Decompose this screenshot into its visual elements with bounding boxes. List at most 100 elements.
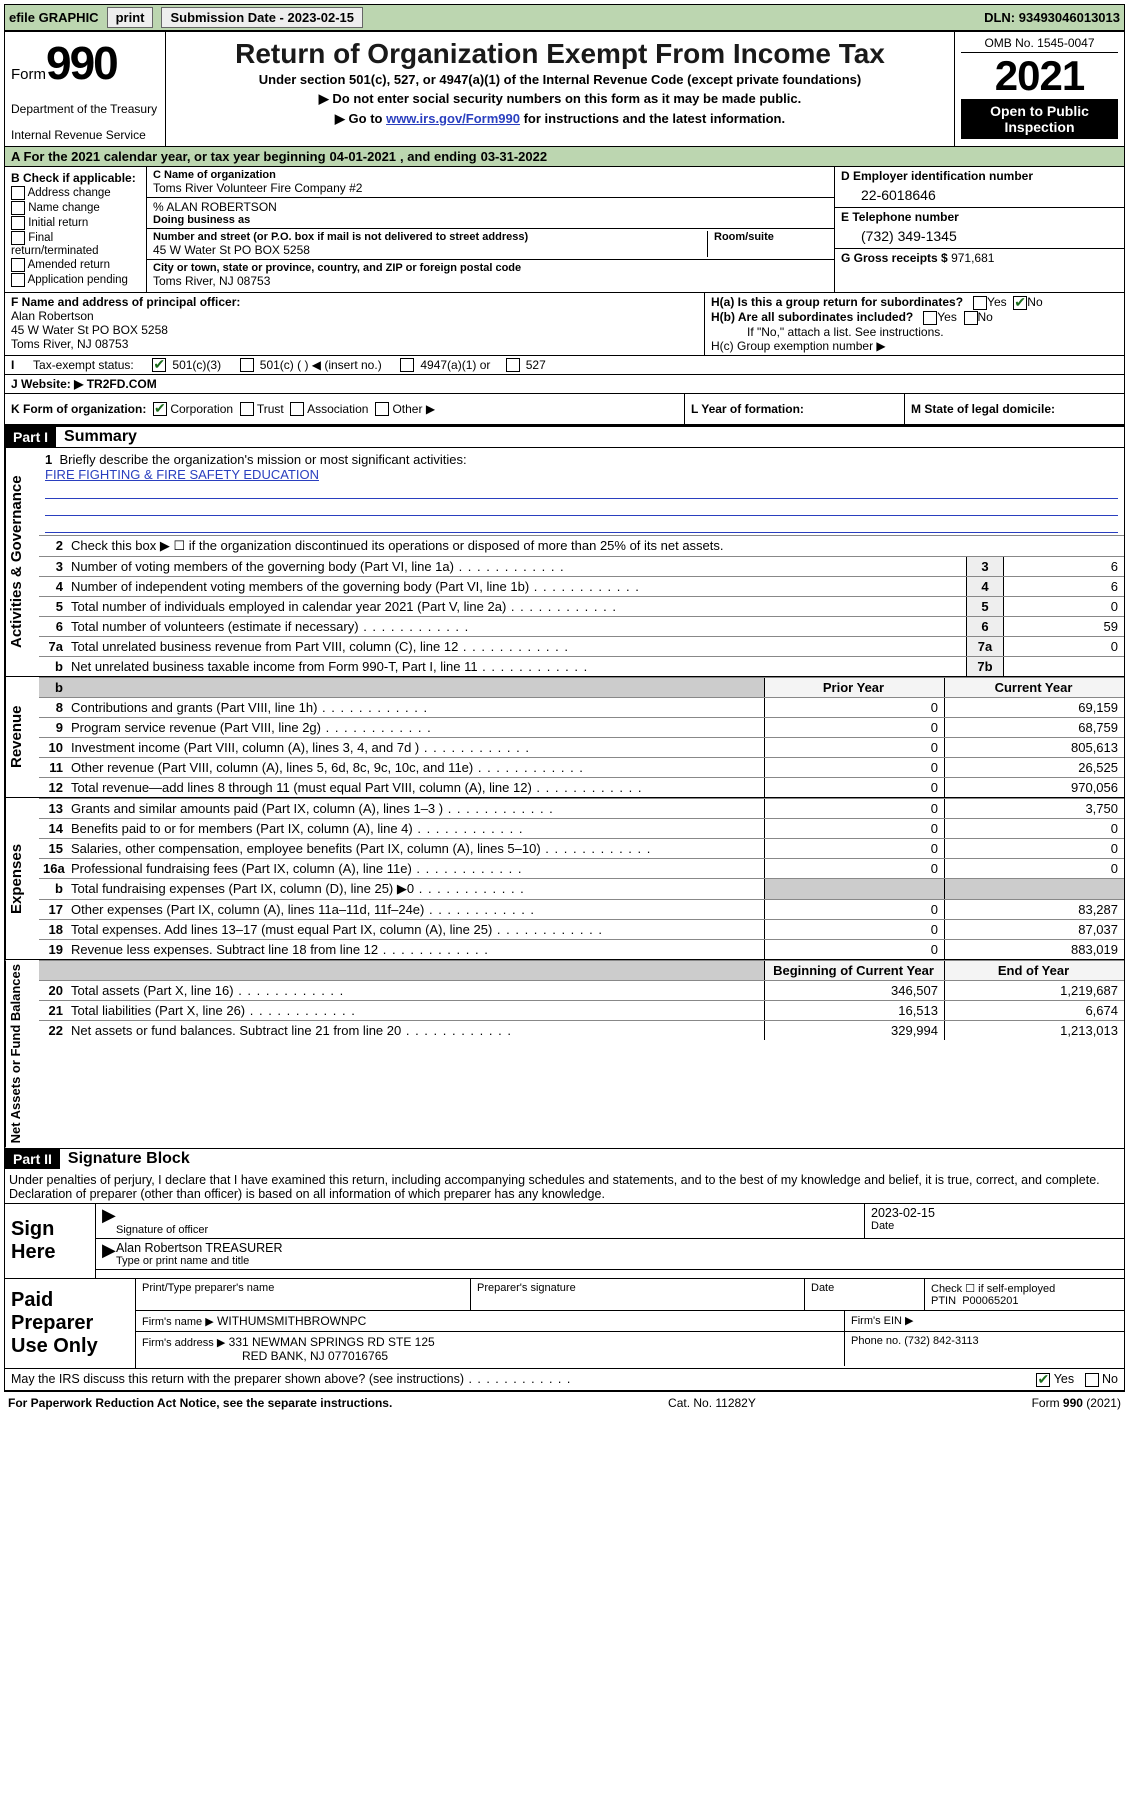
chk-initial-return[interactable]: Initial return: [11, 216, 140, 230]
summary-line: 18Total expenses. Add lines 13–17 (must …: [39, 919, 1124, 939]
summary-line: 16aProfessional fundraising fees (Part I…: [39, 858, 1124, 878]
tel-value: (732) 349-1345: [841, 224, 1118, 246]
gross-label: G Gross receipts $: [841, 251, 948, 265]
summary-line: 7aTotal unrelated business revenue from …: [39, 636, 1124, 656]
dln: DLN: 93493046013013: [984, 10, 1120, 25]
sig-date-label: Date: [871, 1220, 1118, 1232]
sub3-pre: ▶ Go to: [335, 111, 386, 126]
cb-other[interactable]: [375, 402, 389, 416]
hb-no[interactable]: [964, 311, 978, 325]
cb-501c[interactable]: [240, 358, 254, 372]
summary-line: 9Program service revenue (Part VIII, lin…: [39, 717, 1124, 737]
summary-line: 5Total number of individuals employed in…: [39, 596, 1124, 616]
room-label: Room/suite: [714, 231, 828, 243]
signature-block: Under penalties of perjury, I declare th…: [5, 1171, 1124, 1390]
h-b: H(b) Are all subordinates included? Yes …: [711, 310, 1118, 325]
header: Form990 Department of the Treasury Inter…: [5, 32, 1124, 147]
hb-yes[interactable]: [923, 311, 937, 325]
tab-net-assets: Net Assets or Fund Balances: [5, 960, 39, 1147]
inspect-2: Inspection: [963, 119, 1116, 135]
officer-addr1: 45 W Water St PO BOX 5258: [11, 323, 698, 337]
print-button[interactable]: print: [107, 7, 154, 28]
omb-number: OMB No. 1545-0047: [961, 36, 1118, 53]
chk-amended-return[interactable]: Amended return: [11, 258, 140, 272]
h-c: H(c) Group exemption number ▶: [711, 339, 1118, 353]
part-i-title: Summary: [56, 428, 137, 446]
two-col-header: b Prior Year Current Year: [39, 677, 1124, 697]
subtitle-2: ▶ Do not enter social security numbers o…: [172, 91, 948, 107]
prep-name-label: Print/Type preparer's name: [136, 1279, 470, 1310]
paid-preparer-label: Paid Preparer Use Only: [5, 1279, 135, 1368]
sign-here-label: Sign Here: [5, 1204, 95, 1278]
officer-label: F Name and address of principal officer:: [11, 295, 698, 309]
summary-expenses: Expenses 13Grants and similar amounts pa…: [5, 797, 1124, 959]
col-d: D Employer identification number 22-6018…: [834, 167, 1124, 292]
efile-label: efile GRAPHIC: [9, 10, 99, 25]
chk-final-return[interactable]: Final return/terminated: [11, 231, 140, 257]
cb-corporation[interactable]: [153, 402, 167, 416]
subdate-label: Submission Date -: [170, 10, 283, 25]
part-i-header: Part I Summary: [5, 426, 1124, 447]
summary-governance: Activities & Governance 1 Briefly descri…: [5, 447, 1124, 676]
cb-4947[interactable]: [400, 358, 414, 372]
chk-name-change[interactable]: Name change: [11, 201, 140, 215]
hdr-prior-year: Prior Year: [764, 678, 944, 697]
street-label: Number and street (or P.O. box if mail i…: [153, 231, 707, 243]
summary-line: 6Total number of volunteers (estimate if…: [39, 616, 1124, 636]
care-of-line: % ALAN ROBERTSON: [153, 200, 828, 214]
cb-trust[interactable]: [240, 402, 254, 416]
col-h: H(a) Is this a group return for subordin…: [704, 293, 1124, 355]
tax-year-end: 03-31-2022: [481, 149, 548, 164]
open-inspection: Open to Public Inspection: [961, 99, 1118, 139]
summary-line: 4Number of independent voting members of…: [39, 576, 1124, 596]
website-value: TR2FD.COM: [87, 377, 157, 391]
cb-association[interactable]: [290, 402, 304, 416]
chk-address-change[interactable]: Address change: [11, 186, 140, 200]
ha-no[interactable]: [1013, 296, 1027, 310]
tax-exempt-label: Tax-exempt status:: [33, 358, 134, 372]
prep-date-label: Date: [804, 1279, 924, 1310]
discuss-yes[interactable]: [1036, 1373, 1050, 1387]
summary-line: 15Salaries, other compensation, employee…: [39, 838, 1124, 858]
top-bar: efile GRAPHIC print Submission Date - 20…: [4, 4, 1125, 31]
sign-here-grid: Sign Here ▶ Signature of officer 2023-02…: [5, 1203, 1124, 1278]
form990-link[interactable]: www.irs.gov/Form990: [386, 111, 520, 126]
tax-year-begin: 04-01-2021: [330, 149, 397, 164]
row-k: K Form of organization: Corporation Trus…: [5, 394, 1124, 427]
part-ii-title: Signature Block: [60, 1150, 190, 1168]
k-form-org: K Form of organization: Corporation Trus…: [5, 394, 684, 425]
cb-527[interactable]: [506, 358, 520, 372]
summary-line: 20Total assets (Part X, line 16)346,5071…: [39, 980, 1124, 1000]
page-footer: For Paperwork Reduction Act Notice, see …: [4, 1391, 1125, 1414]
pra-notice: For Paperwork Reduction Act Notice, see …: [8, 1396, 392, 1410]
firm-phone-value: (732) 842-3113: [904, 1335, 978, 1347]
discuss-no[interactable]: [1085, 1373, 1099, 1387]
tab-expenses: Expenses: [5, 798, 39, 959]
tel-label: E Telephone number: [841, 210, 1118, 224]
subtitle-1: Under section 501(c), 527, or 4947(a)(1)…: [172, 72, 948, 87]
city-label: City or town, state or province, country…: [153, 262, 828, 274]
prep-sig-label: Preparer's signature: [470, 1279, 804, 1310]
summary-line: 3Number of voting members of the governi…: [39, 556, 1124, 576]
prep-self-emp: Check ☐ if self-employed: [931, 1282, 1118, 1295]
header-left: Form990 Department of the Treasury Inter…: [5, 32, 165, 146]
summary-line: 22Net assets or fund balances. Subtract …: [39, 1020, 1124, 1040]
officer-name: Alan Robertson: [11, 309, 698, 323]
row-a-mid: , and ending: [400, 149, 477, 164]
ein-value: 22-6018646: [841, 183, 1118, 205]
chk-application-pending[interactable]: Application pending: [11, 273, 140, 287]
row-i: I Tax-exempt status: 501(c)(3) 501(c) ( …: [5, 355, 1124, 374]
form-title: Return of Organization Exempt From Incom…: [172, 38, 948, 70]
summary-line: 12Total revenue—add lines 8 through 11 (…: [39, 777, 1124, 797]
inspect-1: Open to Public: [963, 103, 1116, 119]
tab-governance: Activities & Governance: [5, 448, 39, 676]
header-center: Return of Organization Exempt From Incom…: [165, 32, 954, 146]
cb-501c3[interactable]: [152, 358, 166, 372]
subdate-value: 2023-02-15: [288, 10, 355, 25]
declaration-text: Under penalties of perjury, I declare th…: [5, 1171, 1124, 1203]
q1-text: Briefly describe the organization's miss…: [59, 452, 466, 467]
form-ref: Form 990 (2021): [1032, 1396, 1121, 1410]
l-year-formation: L Year of formation:: [684, 394, 904, 425]
ha-yes[interactable]: [973, 296, 987, 310]
firm-addr-2: RED BANK, NJ 077016765: [142, 1349, 388, 1363]
